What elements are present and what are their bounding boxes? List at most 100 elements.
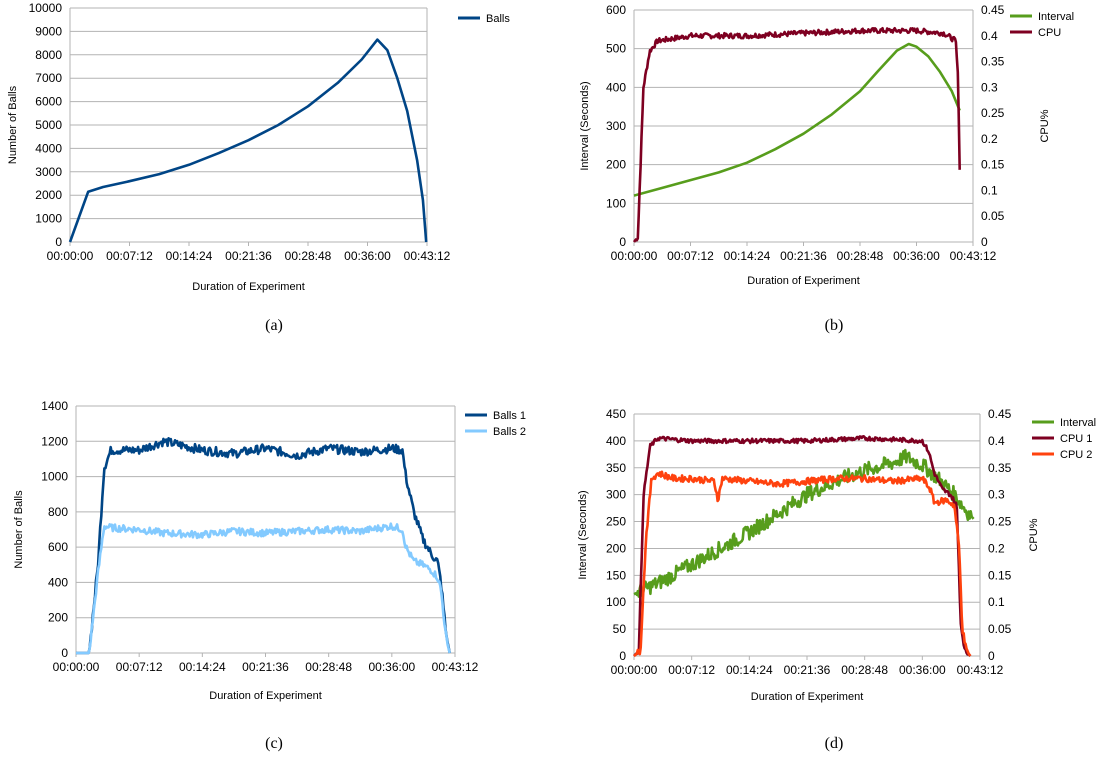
- legend-label: Balls: [486, 13, 510, 25]
- legend-label: CPU 2: [1060, 449, 1092, 461]
- panel-caption: (b): [825, 317, 844, 334]
- x-tick-label: 00:00:00: [611, 249, 658, 263]
- x-tick-label: 00:14:24: [724, 249, 771, 263]
- y2-tick-label: 0.45: [981, 3, 1005, 17]
- series-line-interval: [633, 42, 961, 197]
- y-tick-label: 800: [48, 505, 68, 519]
- y-tick-label: 2000: [35, 188, 62, 202]
- y-tick-label: 450: [606, 407, 626, 421]
- y2-axis-label: CPU%: [1039, 109, 1051, 142]
- panel-d: 0 50 100 150 200 250 300 350 400 450 0 0.05 0.1 0.15 0…: [577, 407, 1096, 752]
- y2-tick-label: 0.25: [988, 515, 1012, 529]
- y2-tick-label: 0.1: [981, 183, 998, 197]
- y-axis-label: Number of Balls: [7, 85, 19, 164]
- panel-caption: (d): [825, 735, 844, 752]
- y-tick-label: 4000: [35, 141, 62, 155]
- y-tick-label: 200: [606, 541, 626, 555]
- x-tick-label: 00:00:00: [47, 249, 94, 263]
- legend-label: Balls 2: [493, 426, 526, 438]
- x-tick-label: 00:28:48: [837, 249, 884, 263]
- y-tick-label: 1400: [41, 399, 68, 413]
- y-axis-label: Interval (Seconds): [577, 490, 589, 579]
- y-axis-label: Interval (Seconds): [579, 81, 591, 170]
- y2-tick-label: 0.05: [981, 209, 1005, 223]
- y-tick-label: 9000: [35, 24, 62, 38]
- y2-tick-label: 0.05: [988, 622, 1012, 636]
- x-tick-label: 00:43:12: [957, 663, 1004, 677]
- legend-label: CPU 1: [1060, 433, 1092, 445]
- y-tick-label: 0: [619, 649, 626, 663]
- series-line-cpu: [632, 26, 961, 243]
- y-tick-label: 600: [48, 540, 68, 554]
- y2-tick-label: 0.35: [981, 55, 1005, 69]
- y-tick-label: 400: [606, 434, 626, 448]
- y2-tick-label: 0.15: [981, 158, 1005, 172]
- x-tick-label: 00:07:12: [116, 660, 163, 674]
- y-tick-label: 400: [48, 575, 68, 589]
- y2-tick-label: 0: [988, 649, 995, 663]
- x-tick-label: 00:28:48: [305, 660, 352, 674]
- x-axis-label: Duration of Experiment: [751, 691, 864, 703]
- y-axis-label: Number of Balls: [13, 490, 25, 569]
- x-axis-label: Duration of Experiment: [747, 275, 860, 287]
- y-tick-label: 0: [619, 235, 626, 249]
- series-line-interval: [633, 448, 975, 598]
- y-tick-label: 500: [606, 42, 626, 56]
- y-tick-label: 0: [61, 646, 68, 660]
- panel-caption: (c): [265, 735, 283, 752]
- y-tick-label: 3000: [35, 165, 62, 179]
- y-tick-label: 7000: [35, 71, 62, 85]
- y2-tick-label: 0.3: [981, 80, 998, 94]
- x-tick-label: 00:14:24: [179, 660, 226, 674]
- x-tick-label: 00:43:12: [950, 249, 997, 263]
- y-tick-label: 200: [48, 611, 68, 625]
- legend-label: Interval: [1060, 417, 1096, 429]
- series-line-balls-1: [75, 437, 451, 655]
- x-tick-label: 00:43:12: [432, 660, 479, 674]
- y-tick-label: 50: [613, 622, 627, 636]
- y2-axis-label: CPU%: [1028, 518, 1040, 551]
- y2-tick-label: 0.15: [988, 568, 1012, 582]
- x-tick-label: 00:21:36: [242, 660, 289, 674]
- y2-tick-label: 0.45: [988, 407, 1012, 421]
- y-tick-label: 600: [606, 3, 626, 17]
- y-tick-label: 150: [606, 568, 626, 582]
- y2-tick-label: 0.35: [988, 461, 1012, 475]
- x-axis-label: Duration of Experiment: [209, 690, 322, 702]
- y2-tick-label: 0.3: [988, 488, 1005, 502]
- x-tick-label: 00:07:12: [106, 249, 153, 263]
- panel-b: 0 100 200 300 400 500 600 0 0.05 0.1 0.15 0.2 0.25 0.…: [579, 3, 1074, 334]
- x-tick-label: 00:21:36: [225, 249, 272, 263]
- x-tick-label: 00:28:48: [841, 663, 888, 677]
- y-tick-label: 300: [606, 119, 626, 133]
- x-tick-label: 00:36:00: [344, 249, 391, 263]
- x-tick-label: 00:21:36: [780, 249, 827, 263]
- y-tick-label: 8000: [35, 48, 62, 62]
- panel-caption: (a): [265, 317, 283, 334]
- series-line-balls: [68, 38, 428, 243]
- x-axis-label: Duration of Experiment: [192, 281, 305, 293]
- x-tick-label: 00:14:24: [166, 249, 213, 263]
- panel-a: 0 1000 2000 3000 4000 5000 6000 7000 8000 9000 100…: [7, 1, 510, 334]
- y-tick-label: 1000: [35, 212, 62, 226]
- y-tick-label: 6000: [35, 95, 62, 109]
- y2-tick-label: 0: [981, 235, 988, 249]
- x-tick-label: 00:00:00: [53, 660, 100, 674]
- panel-c: 0 200 400 600 800 1000 1200 1400 00:00:00 00:07:1…: [13, 399, 526, 752]
- y-tick-label: 1000: [41, 470, 68, 484]
- y-tick-label: 100: [606, 595, 626, 609]
- y2-tick-label: 0.25: [981, 106, 1005, 120]
- y-tick-label: 0: [55, 235, 62, 249]
- y-tick-label: 400: [606, 80, 626, 94]
- y-tick-label: 100: [606, 196, 626, 210]
- y2-tick-label: 0.1: [988, 595, 1005, 609]
- x-tick-label: 00:28:48: [285, 249, 332, 263]
- legend-label: Interval: [1038, 11, 1074, 23]
- series-line-cpu-2: [633, 470, 972, 658]
- x-tick-label: 00:43:12: [404, 249, 451, 263]
- y-tick-label: 5000: [35, 118, 62, 132]
- y2-tick-label: 0.2: [981, 132, 998, 146]
- legend-label: CPU: [1038, 27, 1061, 39]
- y2-tick-label: 0.4: [988, 434, 1005, 448]
- x-tick-label: 00:36:00: [368, 660, 415, 674]
